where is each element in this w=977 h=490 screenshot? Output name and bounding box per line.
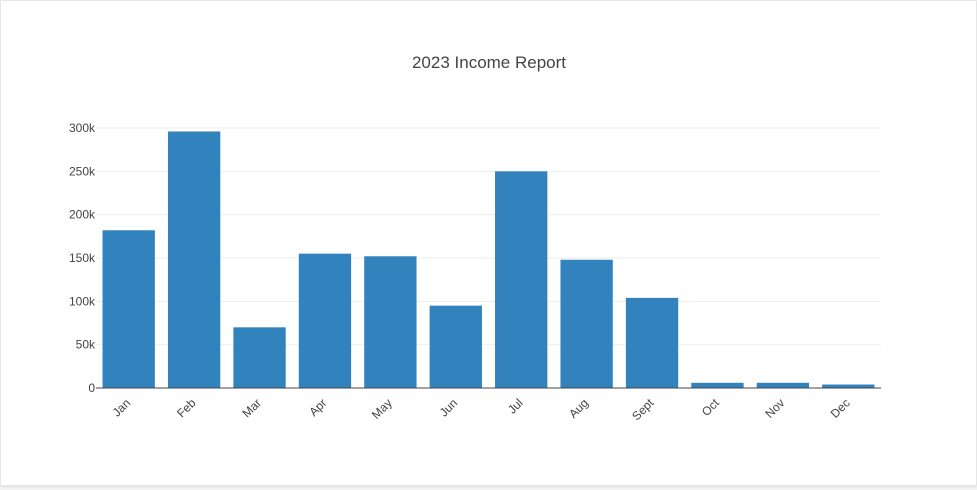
bar-feb[interactable] — [167, 131, 221, 388]
bar-mar[interactable] — [233, 327, 286, 388]
bar-jun[interactable] — [429, 305, 482, 388]
x-tick-label: Feb — [174, 396, 199, 421]
gridlines — [96, 127, 881, 346]
bar-apr[interactable] — [298, 253, 352, 388]
y-tick-label: 100k — [69, 294, 96, 308]
bar-sept[interactable] — [625, 297, 679, 388]
bar-jan[interactable] — [102, 230, 155, 388]
bar-aug[interactable] — [560, 259, 613, 388]
x-tick-label: Apr — [306, 396, 329, 419]
x-tick-label: Oct — [699, 395, 723, 419]
y-tick-label: 0 — [88, 381, 95, 395]
bars — [102, 131, 875, 388]
x-tick-label: Jun — [437, 396, 461, 420]
x-tick-label: Aug — [566, 396, 591, 421]
x-tick-label: Jul — [505, 396, 526, 417]
bar-jul[interactable] — [495, 171, 548, 388]
bar-nov[interactable] — [756, 382, 810, 388]
x-tick-label: Dec — [828, 396, 853, 421]
x-tick-label: May — [369, 396, 395, 422]
y-tick-label: 50k — [76, 338, 96, 352]
y-tick-label: 250k — [69, 164, 96, 178]
x-tick-label: Jan — [110, 396, 134, 420]
chart-title: 2023 Income Report — [412, 53, 566, 72]
x-tick-label: Mar — [239, 396, 264, 421]
x-tick-label: Sept — [629, 395, 657, 423]
y-tick-label: 300k — [69, 121, 96, 135]
y-tick-label: 200k — [69, 208, 96, 222]
x-tick-label: Nov — [762, 396, 787, 421]
bar-dec[interactable] — [822, 384, 875, 388]
bar-oct[interactable] — [691, 382, 744, 388]
y-tick-label: 150k — [69, 251, 96, 265]
bar-may[interactable] — [364, 256, 417, 388]
